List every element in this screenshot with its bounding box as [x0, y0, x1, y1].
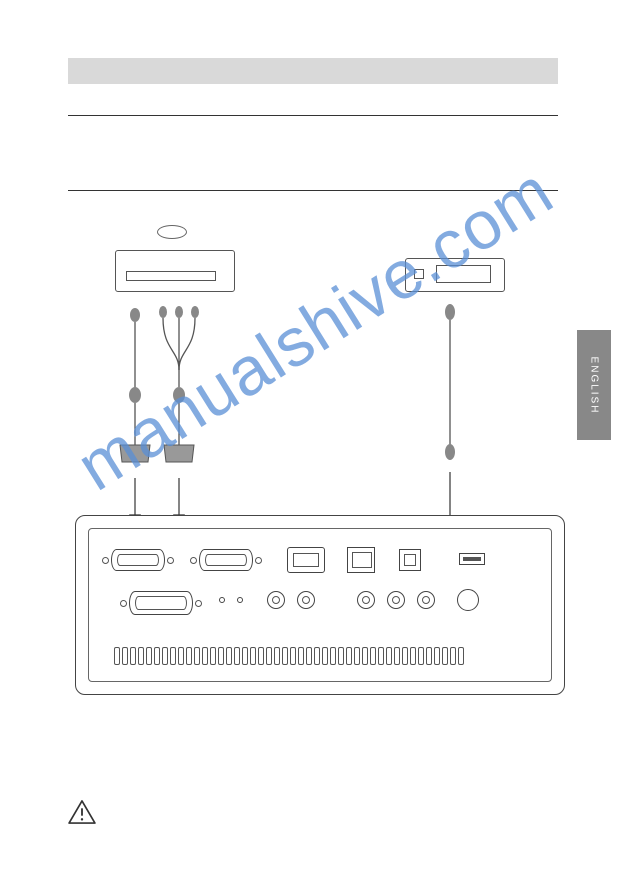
port-rca [357, 591, 375, 609]
disc-icon [157, 225, 187, 239]
port-dsub-2 [199, 549, 253, 571]
port-usb-a [459, 553, 485, 565]
section-header-bar [68, 58, 558, 84]
cable-component-1 [120, 308, 150, 462]
horizontal-rule [68, 190, 558, 191]
connection-diagram [55, 210, 585, 710]
port-card-slot [287, 547, 325, 573]
cable-component-2 [159, 306, 199, 462]
port-usb-b [399, 549, 421, 571]
ventilation-slots [114, 647, 526, 665]
port-jack [457, 589, 479, 611]
language-label: ENGLISH [589, 356, 600, 414]
manual-page: manualshive.com ENGLISH [0, 0, 629, 893]
port-ethernet [347, 547, 375, 573]
horizontal-rule [68, 115, 558, 116]
port-rca [267, 591, 285, 609]
port-rca [417, 591, 435, 609]
port-dsub-9 [129, 591, 193, 615]
port-dot [219, 597, 225, 603]
rear-ports-panel [75, 515, 565, 695]
port-rca [387, 591, 405, 609]
warning-icon [68, 800, 96, 824]
port-rca [297, 591, 315, 609]
port-dot [237, 597, 243, 603]
port-dsub-1 [111, 549, 165, 571]
cable-video [445, 304, 455, 460]
ports-inner-frame [88, 528, 552, 682]
